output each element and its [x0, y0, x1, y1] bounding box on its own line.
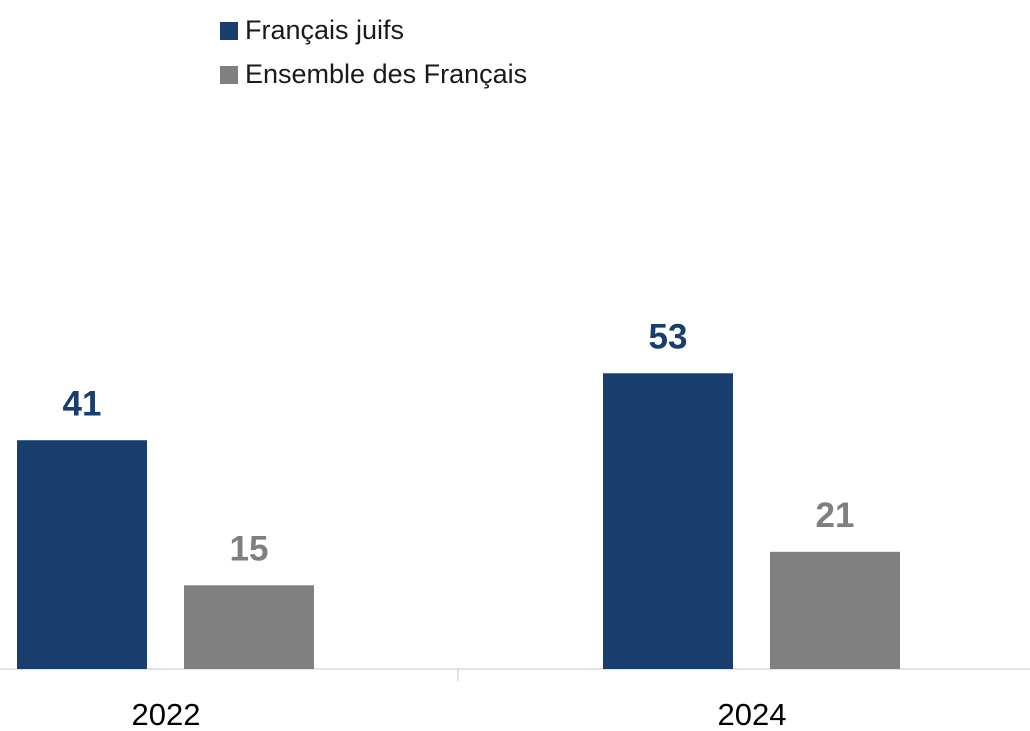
data-label: 41 [63, 384, 102, 423]
data-label: 15 [230, 530, 269, 569]
bar [603, 373, 733, 669]
legend-label: Ensemble des Français [245, 59, 527, 89]
legend-label: Français juifs [245, 15, 404, 45]
data-label: 21 [816, 496, 855, 535]
data-label: 53 [649, 318, 688, 357]
bar [184, 585, 314, 669]
x-tick-label: 2024 [718, 697, 787, 731]
x-tick-label: 2022 [132, 697, 201, 731]
bar [17, 440, 147, 669]
bar [770, 551, 900, 669]
legend-swatch [220, 66, 238, 84]
legend-swatch [220, 22, 238, 40]
